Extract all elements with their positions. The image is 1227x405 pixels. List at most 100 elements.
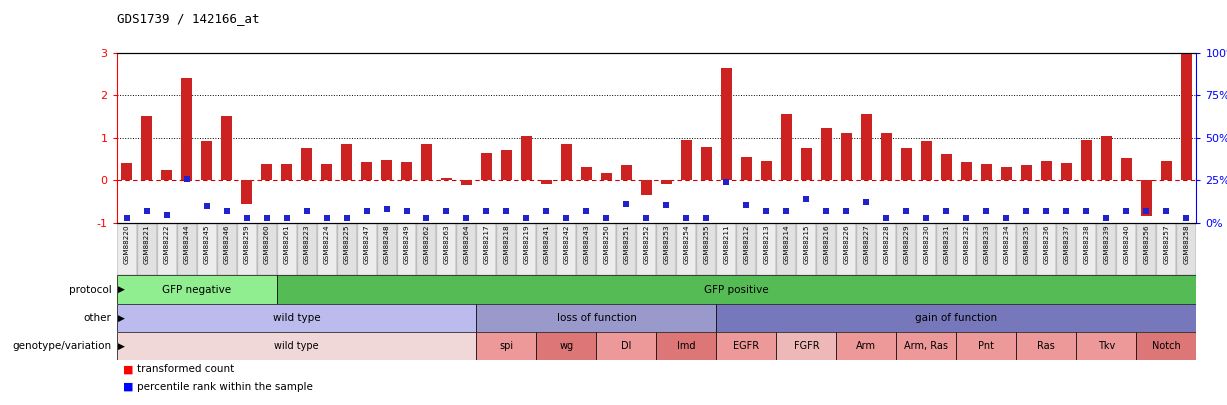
Bar	[736, 223, 756, 275]
Point	[796, 196, 816, 202]
Bar	[956, 332, 1016, 360]
Bar	[596, 332, 656, 360]
Text: GSM88225: GSM88225	[344, 224, 350, 264]
Bar	[1177, 223, 1196, 275]
Bar	[717, 223, 736, 275]
Bar	[201, 141, 212, 180]
Bar	[476, 223, 497, 275]
Point	[996, 215, 1016, 222]
Point	[817, 208, 837, 214]
Point	[277, 215, 297, 222]
Bar	[656, 223, 676, 275]
Point	[377, 206, 396, 212]
Bar	[401, 162, 412, 180]
Text: spi: spi	[499, 341, 514, 351]
Point	[676, 215, 696, 222]
Bar	[956, 223, 977, 275]
Text: ▶: ▶	[118, 313, 125, 322]
Point	[917, 215, 936, 222]
Point	[656, 202, 676, 208]
Bar	[601, 173, 612, 180]
Point	[557, 215, 577, 222]
Point	[1056, 208, 1076, 214]
Text: GSM88216: GSM88216	[823, 224, 829, 264]
Text: GSM88226: GSM88226	[843, 224, 849, 264]
Bar	[941, 154, 952, 180]
Text: gain of function: gain of function	[915, 313, 998, 323]
Bar	[196, 223, 216, 275]
Bar	[756, 223, 777, 275]
Text: GSM88231: GSM88231	[944, 224, 950, 264]
Bar	[536, 223, 557, 275]
Point	[596, 215, 616, 222]
Bar	[336, 223, 357, 275]
Bar	[157, 223, 177, 275]
Point	[1157, 208, 1177, 214]
Bar	[616, 223, 637, 275]
Bar	[416, 223, 437, 275]
Bar	[697, 223, 717, 275]
Bar	[117, 304, 476, 332]
Bar	[901, 148, 912, 180]
Text: GSM88245: GSM88245	[204, 224, 210, 264]
Bar	[1117, 223, 1136, 275]
Text: GSM88230: GSM88230	[924, 224, 929, 264]
Bar	[437, 223, 456, 275]
Bar	[1016, 332, 1076, 360]
Bar	[377, 223, 396, 275]
Point	[317, 215, 336, 222]
Bar	[777, 223, 796, 275]
Text: FGFR: FGFR	[794, 341, 820, 351]
Bar	[382, 160, 391, 180]
Point	[136, 208, 156, 214]
Bar	[1076, 332, 1136, 360]
Bar	[977, 223, 996, 275]
Point	[1076, 208, 1096, 214]
Bar	[281, 164, 292, 180]
Bar	[456, 223, 476, 275]
Bar	[717, 304, 1196, 332]
Text: protocol: protocol	[69, 285, 112, 294]
Text: GSM88261: GSM88261	[283, 224, 290, 264]
Point	[117, 215, 136, 222]
Bar	[276, 223, 297, 275]
Bar	[136, 223, 157, 275]
Bar	[1021, 165, 1032, 180]
Point	[217, 208, 237, 214]
Bar	[1001, 166, 1012, 180]
Bar	[661, 180, 672, 183]
Bar	[876, 223, 897, 275]
Text: GSM88248: GSM88248	[384, 224, 389, 264]
Bar	[497, 223, 517, 275]
Bar	[297, 223, 317, 275]
Text: GSM88218: GSM88218	[503, 224, 509, 264]
Bar	[421, 144, 432, 180]
Bar	[640, 180, 652, 195]
Text: GSM88222: GSM88222	[163, 224, 169, 264]
Bar	[837, 223, 856, 275]
Bar	[861, 114, 872, 180]
Text: GSM88221: GSM88221	[144, 224, 150, 264]
Text: ■: ■	[123, 364, 134, 375]
Text: GSM88242: GSM88242	[563, 224, 569, 264]
Bar	[1161, 161, 1172, 180]
Text: GSM88214: GSM88214	[783, 224, 789, 264]
Point	[757, 208, 777, 214]
Text: Tkv: Tkv	[1098, 341, 1115, 351]
Text: GSM88236: GSM88236	[1043, 224, 1049, 264]
Bar	[777, 332, 837, 360]
Point	[1177, 215, 1196, 222]
Bar	[897, 223, 917, 275]
Text: GSM88215: GSM88215	[804, 224, 810, 264]
Bar	[261, 164, 272, 180]
Bar	[596, 223, 616, 275]
Point	[256, 215, 276, 222]
Text: Arm: Arm	[856, 341, 876, 351]
Bar	[1180, 53, 1191, 180]
Text: loss of function: loss of function	[557, 313, 637, 323]
Bar	[461, 180, 472, 185]
Bar	[837, 332, 897, 360]
Bar	[121, 163, 133, 180]
Text: GSM88243: GSM88243	[584, 224, 589, 264]
Bar	[476, 304, 717, 332]
